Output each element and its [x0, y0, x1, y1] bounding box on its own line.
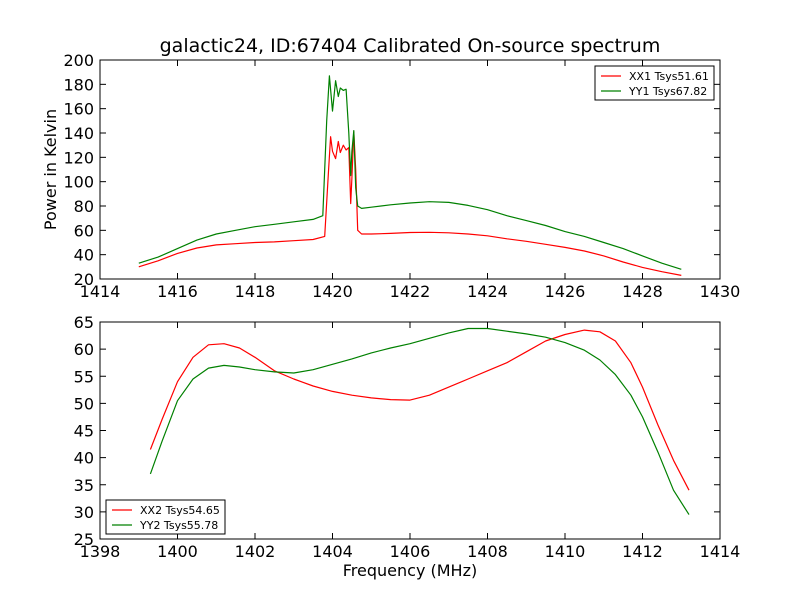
- top-chart: 1414 1416 1418 1420 1422 1424 1426 1428 1430 20 40…: [63, 51, 740, 301]
- bottom-y-tick-label: 55: [74, 367, 94, 386]
- top-x-tick-label: 1430: [700, 282, 741, 301]
- bottom-x-tick-label: 1412: [622, 542, 663, 561]
- top-x-tick-label: 1420: [312, 282, 353, 301]
- bottom-chart: 1398 1400 1402 1404 1406 1408 1410 1412 1414 25 30…: [74, 313, 741, 561]
- top-x-tick-label: 1424: [467, 282, 508, 301]
- top-x-tick-label: 1418: [235, 282, 276, 301]
- bottom-chart-x-axis-label: Frequency (MHz): [343, 561, 477, 580]
- top-y-tick-label: 60: [74, 221, 94, 240]
- top-legend-box: [594, 65, 715, 101]
- top-y-tick-label: 20: [74, 270, 94, 289]
- bottom-legend-box: [105, 499, 226, 535]
- bottom-y-tick-label: 25: [74, 530, 94, 549]
- top-legend: XX1 Tsys51.61 YY1 Tsys67.82: [594, 65, 715, 101]
- top-series-line-1: [138, 131, 682, 276]
- top-y-tick-label: 140: [63, 124, 94, 143]
- bottom-y-tick-label: 30: [74, 503, 94, 522]
- bottom-x-tick-label: 1402: [235, 542, 276, 561]
- top-y-tick-label: 120: [63, 148, 94, 167]
- top-legend-label: YY1 Tsys67.82: [628, 85, 707, 98]
- bottom-x-tick-label: 1408: [467, 542, 508, 561]
- top-y-tick-label: 40: [74, 246, 94, 265]
- top-y-tick-label: 200: [63, 51, 94, 70]
- bottom-x-tick-label: 1410: [545, 542, 586, 561]
- bottom-x-tick-label: 1398: [80, 542, 121, 561]
- bottom-y-tick-label: 45: [74, 422, 94, 441]
- bottom-y-tick-label: 65: [74, 313, 94, 332]
- top-x-tick-label: 1416: [157, 282, 198, 301]
- top-x-tick-label: 1428: [622, 282, 663, 301]
- bottom-y-tick-label: 60: [74, 340, 94, 359]
- bottom-legend-label: YY2 Tsys55.78: [139, 519, 218, 532]
- bottom-series-line-1: [149, 329, 690, 491]
- bottom-series-line-2: [149, 327, 690, 515]
- bottom-legend: XX2 Tsys54.65 YY2 Tsys55.78: [105, 499, 226, 535]
- bottom-x-tick-label: 1414: [700, 542, 741, 561]
- top-legend-label: XX1 Tsys51.61: [629, 70, 709, 83]
- bottom-x-tick-label: 1406: [390, 542, 431, 561]
- bottom-y-tick-label: 50: [74, 394, 94, 413]
- bottom-y-tick-label: 35: [74, 476, 94, 495]
- top-series-line-2: [138, 75, 682, 270]
- bottom-legend-label: XX2 Tsys54.65: [140, 504, 220, 517]
- top-x-tick-label: 1422: [390, 282, 431, 301]
- top-y-tick-label: 100: [63, 173, 94, 192]
- top-x-tick-label: 1426: [545, 282, 586, 301]
- top-chart-title: galactic24, ID:67404 Calibrated On-sourc…: [160, 35, 661, 57]
- bottom-x-tick-label: 1404: [312, 542, 353, 561]
- top-y-tick-label: 160: [63, 100, 94, 119]
- top-x-tick-label: 1414: [80, 282, 121, 301]
- bottom-y-tick-label: 40: [74, 449, 94, 468]
- top-y-tick-label: 80: [74, 197, 94, 216]
- top-chart-y-axis-label: Power in Kelvin: [41, 109, 60, 230]
- bottom-x-tick-label: 1400: [157, 542, 198, 561]
- top-y-tick-label: 180: [63, 75, 94, 94]
